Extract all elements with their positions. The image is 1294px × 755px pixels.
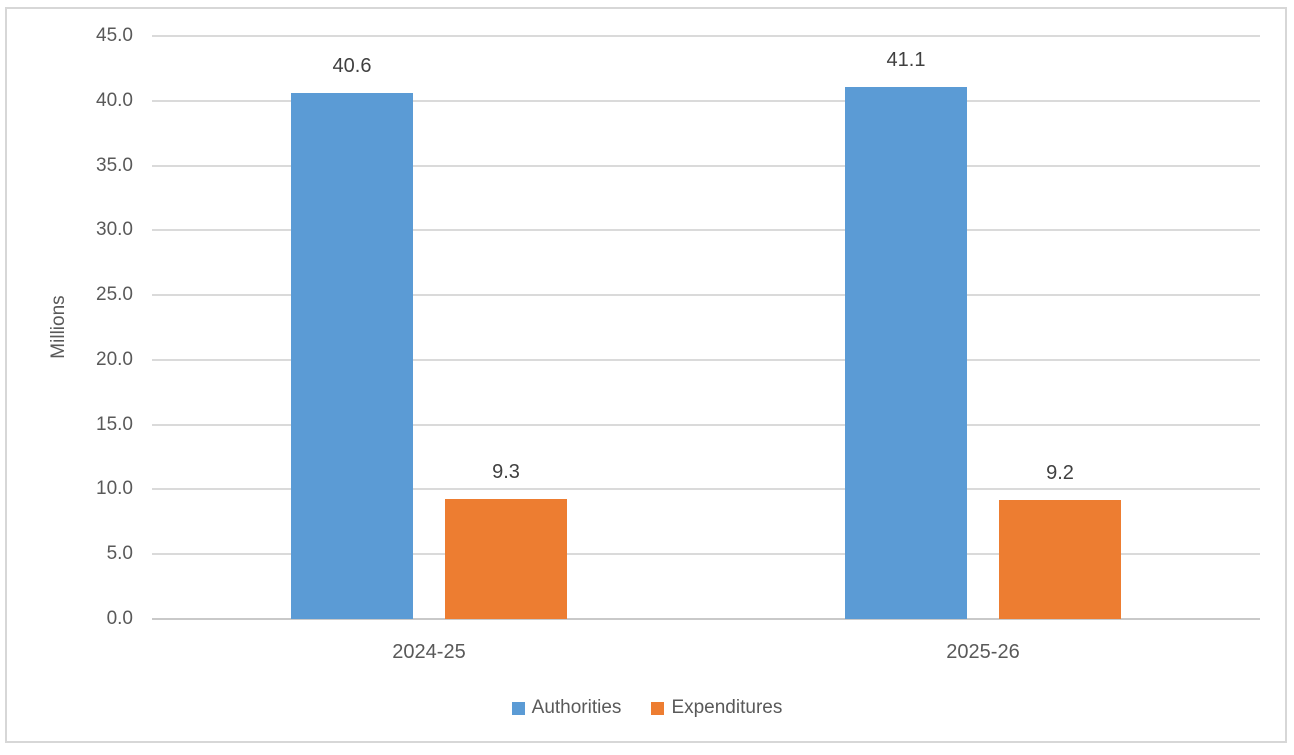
bar-expenditures-2025-26 — [999, 500, 1121, 619]
x-category-label: 2024-25 — [392, 641, 466, 663]
x-axis-line — [152, 618, 1260, 620]
legend: Authorities Expenditures — [0, 696, 1294, 720]
gridline — [152, 553, 1260, 556]
y-axis-title: Millions — [48, 295, 69, 359]
chart-border — [5, 7, 1287, 743]
plot-area: 40.6 9.3 41.1 9.2 — [152, 35, 1260, 620]
y-tick-label: 35.0 — [96, 154, 133, 176]
data-label: 40.6 — [332, 55, 372, 77]
y-tick-label: 5.0 — [106, 543, 133, 565]
gridline — [152, 294, 1260, 297]
bar-expenditures-2024-25 — [445, 499, 567, 619]
bar-authorities-2024-25 — [291, 93, 413, 619]
y-tick-label: 45.0 — [96, 25, 133, 46]
legend-label: Authorities — [531, 697, 622, 718]
gridline — [152, 488, 1260, 491]
gridline — [152, 358, 1260, 361]
gridline — [152, 423, 1260, 426]
y-tick-label: 10.0 — [96, 478, 133, 500]
x-category-label: 2025-26 — [946, 641, 1020, 663]
data-label: 9.3 — [492, 461, 520, 483]
y-tick-label: 40.0 — [96, 89, 133, 111]
legend-label: Expenditures — [671, 697, 783, 718]
legend-swatch-icon — [651, 701, 665, 715]
legend-swatch-icon — [511, 701, 525, 715]
y-tick-label: 25.0 — [96, 284, 133, 306]
y-tick-label: 15.0 — [96, 413, 133, 435]
legend-item-expenditures: Expenditures — [651, 696, 782, 720]
data-label: 9.2 — [1046, 462, 1074, 484]
gridline — [152, 35, 1260, 37]
y-tick-label: 30.0 — [96, 219, 133, 241]
legend-item-authorities: Authorities — [511, 696, 622, 720]
y-tick-label: 0.0 — [106, 608, 133, 629]
data-label: 41.1 — [886, 49, 926, 71]
bar-authorities-2025-26 — [845, 87, 967, 619]
y-tick-label: 20.0 — [96, 348, 133, 370]
gridline — [152, 99, 1260, 102]
gridline — [152, 164, 1260, 167]
gridline — [152, 229, 1260, 232]
